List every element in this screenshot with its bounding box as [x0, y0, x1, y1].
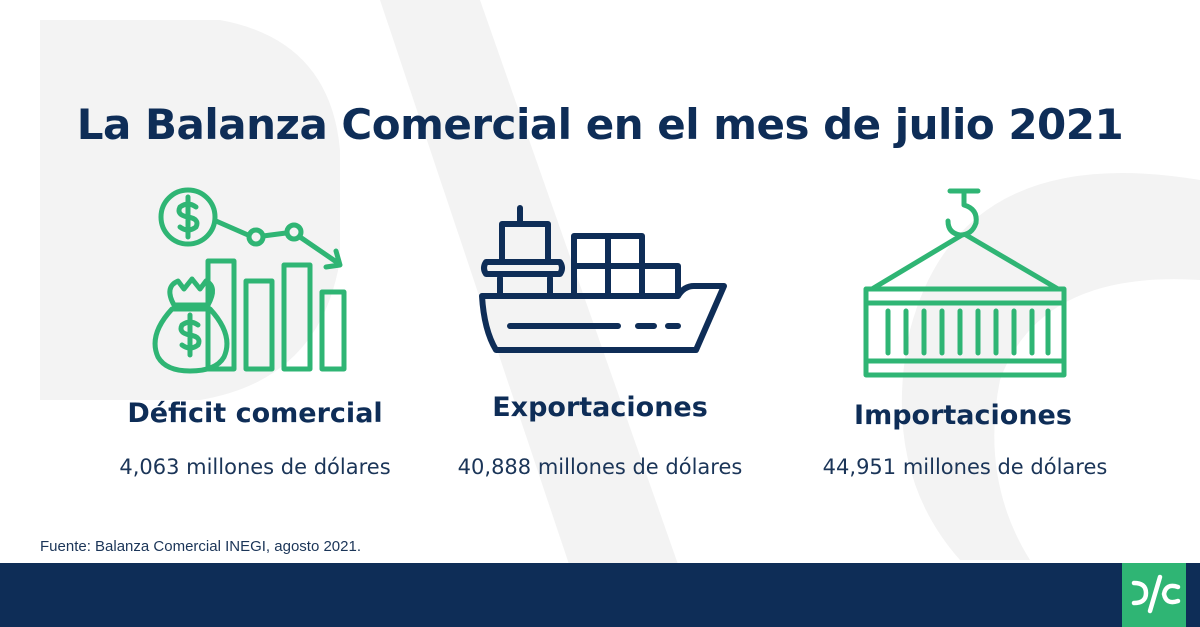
pc-logo-icon [1131, 574, 1181, 614]
brand-logo [1122, 563, 1186, 627]
imports-label: Importaciones [854, 400, 1072, 431]
footer-bar [0, 563, 1200, 627]
exports-label: Exportaciones [492, 392, 708, 423]
hanging-container-icon [863, 188, 1067, 378]
source-note: Fuente: Balanza Comercial INEGI, agosto … [40, 538, 362, 555]
exports-value: 40,888 millones de dólares [457, 455, 743, 479]
page-title: La Balanza Comercial en el mes de julio … [76, 100, 1124, 149]
deficit-label: Déficit comercial [127, 398, 383, 429]
cargo-ship-icon [479, 205, 727, 353]
money-chart-down-icon [152, 187, 347, 374]
deficit-value: 4,063 millones de dólares [119, 455, 391, 479]
imports-value: 44,951 millones de dólares [822, 455, 1108, 479]
